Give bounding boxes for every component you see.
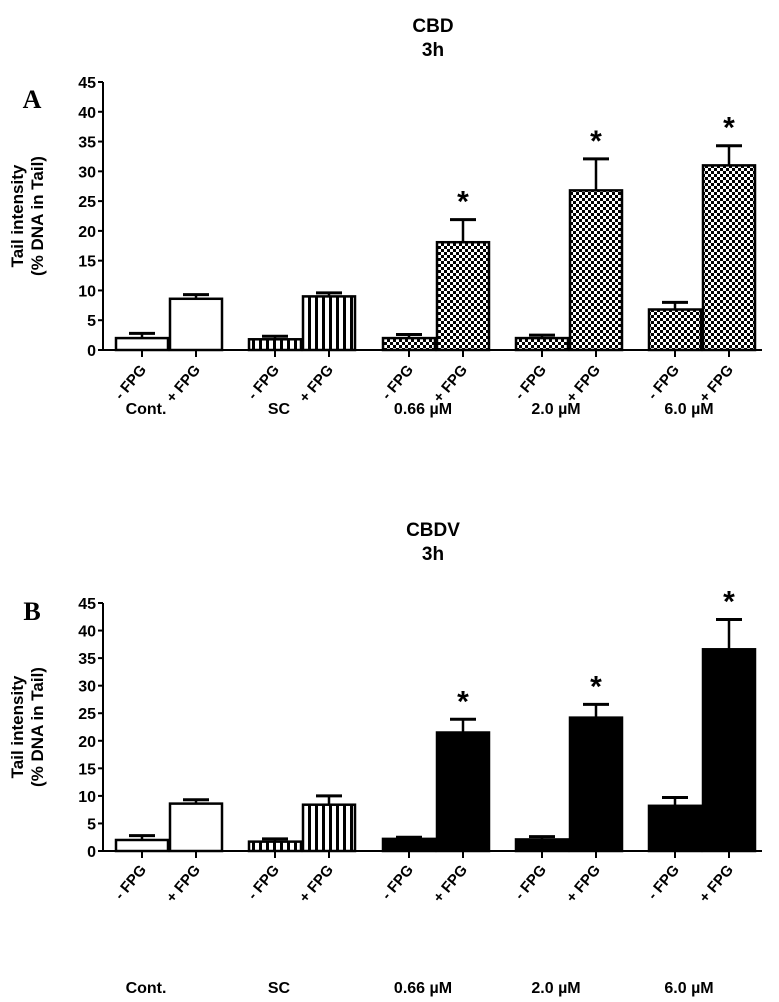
bar-minus-fpg (514, 336, 570, 352)
panel-label: A (23, 85, 42, 114)
y-tick-label: 10 (78, 789, 96, 806)
x-tick-label: - FPG (111, 862, 150, 904)
bar-plus-fpg (568, 716, 624, 853)
bar-plus-fpg (168, 802, 224, 853)
bar-minus-fpg (381, 837, 437, 853)
y-axis-label: (% DNA in Tail) (28, 156, 47, 276)
bar-plus-fpg (435, 731, 491, 853)
bar-plus-fpg (568, 189, 624, 352)
x-tick-label: + FPG (430, 362, 471, 406)
y-tick-label: 30 (78, 164, 96, 181)
chart-panel-b: CBDV 3h B Tail intensity (% DNA in Tail) 0 5 10… (8, 520, 762, 997)
y-tick-label: 35 (78, 651, 96, 668)
group-label: SC (268, 401, 291, 418)
x-tick-label: - FPG (511, 362, 550, 404)
bar-plus-fpg (435, 240, 491, 352)
y-tick-label: 0 (87, 343, 96, 360)
panel-label: B (23, 597, 40, 626)
bar-minus-fpg (114, 336, 170, 352)
bar-minus-fpg (114, 838, 170, 853)
group-label: 2.0 µM (531, 401, 580, 418)
bar-plus-fpg (168, 297, 224, 352)
chart-title: CBDV (406, 520, 460, 541)
bar-minus-fpg (514, 838, 570, 853)
group-label: Cont. (126, 401, 167, 418)
y-tick-label: 30 (78, 679, 96, 696)
x-tick-label: + FPG (430, 862, 471, 906)
bar-minus-fpg (247, 840, 303, 853)
y-tick-label: 45 (78, 596, 96, 613)
x-tick-label: + FPG (696, 862, 737, 906)
bar-minus-fpg (247, 338, 303, 352)
y-axis-label: Tail intensity (8, 164, 27, 267)
x-tick-label: - FPG (378, 362, 417, 404)
y-tick-label: 25 (78, 706, 96, 723)
x-tick-label: + FPG (696, 362, 737, 406)
group-label: 0.66 µM (394, 980, 452, 997)
chart-subtitle: 3h (422, 40, 444, 61)
y-tick-label: 15 (78, 761, 96, 778)
bar-plus-fpg (301, 803, 357, 853)
significance-marker: * (723, 586, 735, 619)
bar-minus-fpg (647, 308, 703, 352)
y-tick-label: 5 (87, 313, 96, 330)
y-tick-label: 40 (78, 105, 96, 122)
y-tick-label: 20 (78, 224, 96, 241)
x-tick-label: - FPG (244, 362, 283, 404)
y-tick-label: 25 (78, 194, 96, 211)
group-label: 6.0 µM (664, 401, 713, 418)
group-label: 0.66 µM (394, 401, 452, 418)
x-tick-label: + FPG (563, 862, 604, 906)
y-axis-label: (% DNA in Tail) (28, 667, 47, 787)
significance-marker: * (723, 112, 735, 145)
x-tick-label: - FPG (111, 362, 150, 404)
bar-minus-fpg (381, 336, 437, 352)
y-tick-label: 45 (78, 75, 96, 92)
x-tick-label: + FPG (296, 362, 337, 406)
x-tick-label: - FPG (244, 862, 283, 904)
group-label: 2.0 µM (531, 980, 580, 997)
y-tick-label: 0 (87, 844, 96, 861)
significance-marker: * (457, 685, 469, 718)
chart-panel-a: CBD 3h A Tail intensity (% DNA in Tail) 0 5 10 1… (8, 16, 762, 418)
x-tick-label: + FPG (163, 862, 204, 906)
y-axis-label: Tail intensity (8, 675, 27, 778)
y-tick-label: 35 (78, 135, 96, 152)
y-tick-label: 20 (78, 734, 96, 751)
x-tick-label: - FPG (378, 862, 417, 904)
bar-minus-fpg (647, 804, 703, 853)
group-label: Cont. (126, 980, 167, 997)
y-tick-label: 40 (78, 624, 96, 641)
group-label: SC (268, 980, 291, 997)
significance-marker: * (457, 186, 469, 219)
group-label: 6.0 µM (664, 980, 713, 997)
y-tick-label: 5 (87, 816, 96, 833)
x-tick-label: - FPG (644, 362, 683, 404)
chart-subtitle: 3h (422, 544, 444, 565)
significance-marker: * (590, 125, 602, 158)
x-tick-label: - FPG (644, 862, 683, 904)
x-tick-label: - FPG (511, 862, 550, 904)
bar-plus-fpg (701, 648, 757, 853)
bar-plus-fpg (301, 295, 357, 352)
chart-title: CBD (412, 16, 453, 37)
significance-marker: * (590, 670, 602, 703)
x-tick-label: + FPG (563, 362, 604, 406)
x-tick-label: + FPG (163, 362, 204, 406)
y-tick-label: 15 (78, 254, 96, 271)
bar-plus-fpg (701, 164, 757, 352)
y-tick-label: 10 (78, 283, 96, 300)
x-tick-label: + FPG (296, 862, 337, 906)
